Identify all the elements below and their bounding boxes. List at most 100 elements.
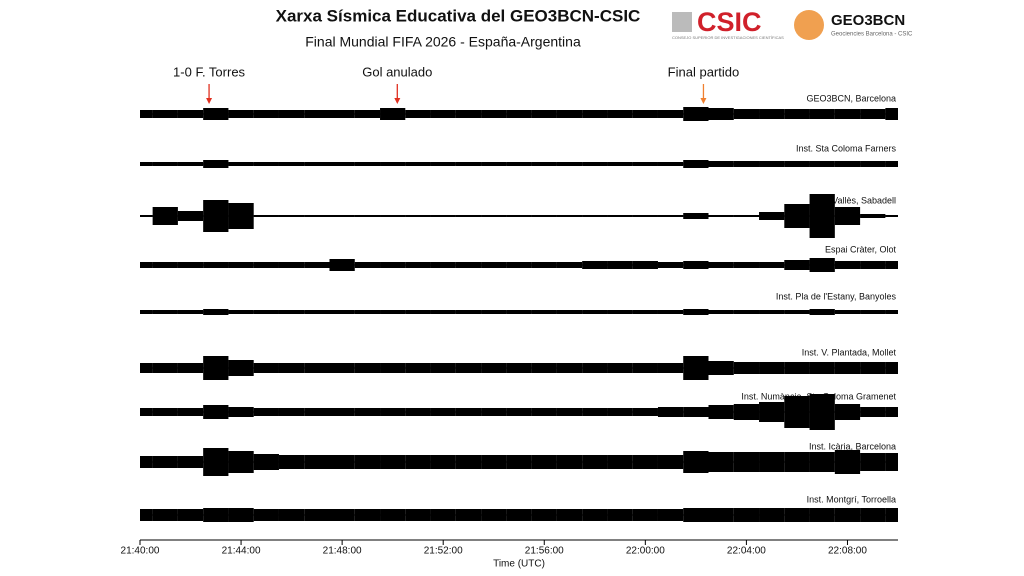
trace-amplitude [556, 310, 583, 314]
trace-amplitude [405, 363, 431, 373]
trace-amplitude [809, 309, 835, 315]
trace-amplitude [304, 262, 330, 268]
trace-amplitude [253, 262, 279, 268]
trace-amplitude [607, 455, 633, 469]
trace-amplitude [860, 362, 886, 374]
trace-amplitude [304, 110, 330, 118]
trace-label: Inst. Sta Coloma Farners [796, 143, 897, 153]
trace-amplitude [380, 455, 406, 469]
trace-amplitude [733, 161, 760, 167]
trace-amplitude [253, 363, 279, 373]
trace-amplitude [304, 363, 330, 373]
trace-amplitude [708, 508, 734, 522]
trace-amplitude [430, 310, 456, 314]
trace-amplitude [354, 455, 381, 469]
trace-amplitude [582, 509, 608, 521]
trace-amplitude [784, 260, 810, 270]
chart-subtitle: Final Mundial FIFA 2026 - España-Argenti… [305, 34, 581, 50]
trace-amplitude [759, 452, 785, 472]
trace-amplitude [759, 161, 785, 167]
trace-amplitude [481, 455, 507, 469]
trace-label: Inst. V. Plantada, Mollet [802, 347, 897, 357]
trace-amplitude [632, 310, 658, 314]
trace-amplitude [784, 204, 810, 228]
trace-amplitude [304, 509, 330, 521]
trace-amplitude [784, 109, 810, 119]
trace-amplitude [430, 215, 456, 217]
trace-amplitude [885, 310, 898, 314]
trace-amplitude [556, 162, 583, 166]
trace-amplitude [885, 407, 898, 417]
trace-amplitude [733, 362, 760, 374]
trace-amplitude [481, 509, 507, 521]
trace-amplitude [556, 110, 583, 118]
trace-amplitude [860, 508, 886, 522]
x-tick-label: 21:52:00 [424, 546, 463, 557]
trace-amplitude [152, 310, 178, 314]
trace-amplitude [733, 452, 760, 472]
trace-amplitude [657, 162, 684, 166]
trace-amplitude [708, 161, 734, 167]
logo-emblem [672, 12, 692, 32]
trace-amplitude [809, 161, 835, 167]
trace-amplitude [759, 508, 785, 522]
trace-amplitude [203, 200, 229, 232]
trace-amplitude [809, 452, 835, 472]
trace-amplitude [809, 508, 835, 522]
trace-amplitude [885, 215, 898, 217]
trace-amplitude [455, 162, 482, 166]
trace-amplitude [683, 213, 709, 219]
trace-amplitude [531, 363, 557, 373]
trace-amplitude [531, 262, 557, 268]
trace-amplitude [657, 310, 684, 314]
trace-amplitude [657, 407, 684, 417]
trace-label: Inst. Vallès, Sabadell [813, 195, 896, 205]
trace-amplitude [582, 215, 608, 217]
trace-amplitude [152, 509, 178, 521]
trace-amplitude [531, 455, 557, 469]
trace-amplitude [582, 261, 608, 269]
trace-amplitude [607, 363, 633, 373]
trace-amplitude [405, 408, 431, 416]
trace-amplitude [607, 261, 633, 269]
trace-amplitude [228, 203, 254, 229]
trace-amplitude [140, 509, 153, 521]
trace-label: Inst. Montgrí, Torroella [807, 494, 896, 504]
trace-amplitude [657, 363, 684, 373]
trace-amplitude [380, 310, 406, 314]
trace-amplitude [253, 162, 279, 166]
trace-amplitude [481, 408, 507, 416]
trace-amplitude [733, 262, 760, 268]
trace-amplitude [506, 162, 532, 166]
trace-amplitude [506, 310, 532, 314]
trace-amplitude [885, 453, 898, 471]
trace-amplitude [455, 110, 482, 118]
trace-amplitude [582, 110, 608, 118]
trace-amplitude [140, 456, 153, 468]
trace-amplitude [203, 356, 229, 380]
trace-amplitude [809, 258, 835, 272]
trace-amplitude [834, 109, 861, 119]
trace-amplitude [253, 408, 279, 416]
x-tick-label: 21:48:00 [323, 546, 362, 557]
trace-amplitude [683, 451, 709, 473]
trace-amplitude [405, 310, 431, 314]
trace-amplitude [809, 109, 835, 119]
trace-amplitude [759, 109, 785, 119]
trace-amplitude [329, 363, 355, 373]
trace-amplitude [683, 407, 709, 417]
trace-amplitude [759, 262, 785, 268]
trace-label: Inst. Icària, Barcelona [809, 441, 896, 451]
trace-amplitude [278, 110, 305, 118]
trace-amplitude [304, 162, 330, 166]
trace-amplitude [556, 408, 583, 416]
trace-amplitude [253, 215, 279, 217]
trace-amplitude [304, 310, 330, 314]
trace-amplitude [657, 110, 684, 118]
trace-amplitude [834, 161, 861, 167]
trace-amplitude [556, 363, 583, 373]
trace-amplitude [885, 362, 898, 374]
trace-amplitude [733, 310, 760, 314]
trace-amplitude [278, 162, 305, 166]
trace-amplitude [430, 363, 456, 373]
